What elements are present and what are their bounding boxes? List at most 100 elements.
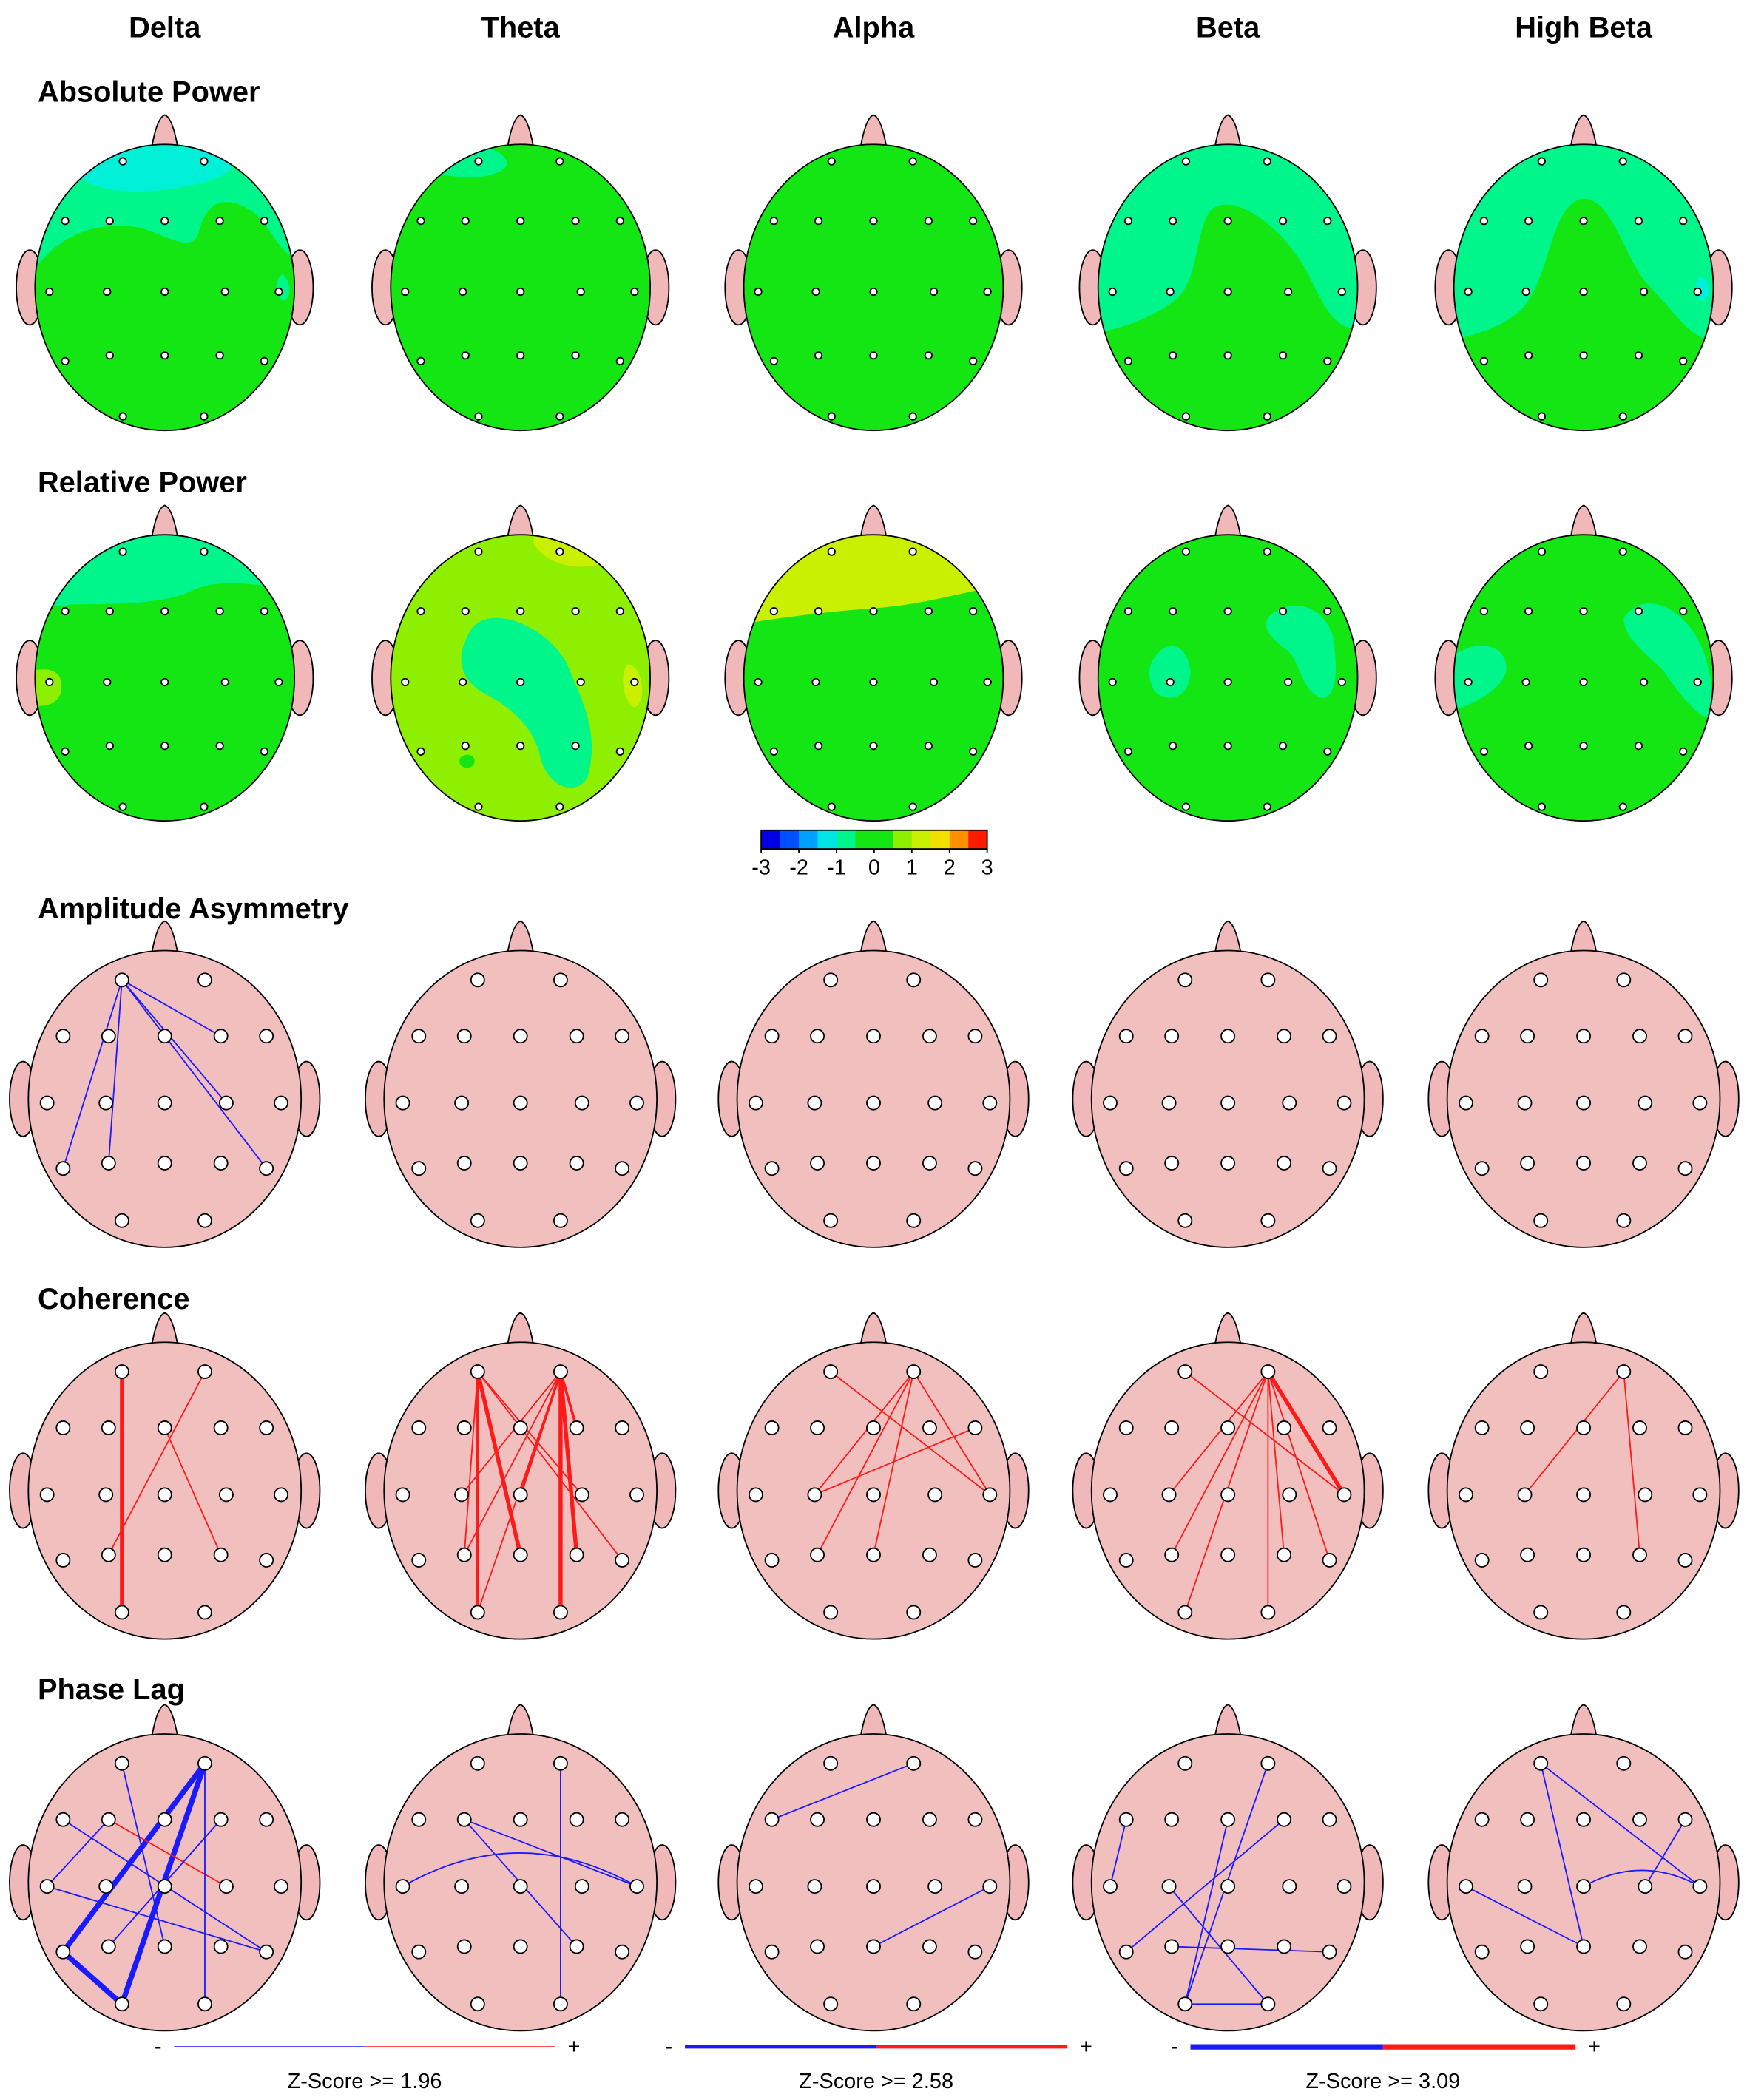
electrode: [197, 1213, 212, 1228]
colorbar-segment: [893, 830, 913, 850]
row-title: Relative Power: [38, 466, 247, 498]
electrode: [1177, 1605, 1193, 1620]
connection: [47, 1886, 267, 1953]
electrode: [908, 157, 917, 166]
electrode: [764, 1812, 780, 1827]
legend-minus: -: [155, 2035, 162, 2059]
electrode: [764, 1553, 780, 1568]
head-outline: [1090, 949, 1365, 1248]
electrode: [569, 1029, 584, 1044]
electrode: [197, 1996, 212, 2012]
connection: [477, 1371, 623, 1561]
electrode: [807, 1879, 822, 1894]
electrode: [1169, 742, 1177, 751]
electrode: [1164, 1547, 1180, 1562]
electrode: [1181, 412, 1191, 421]
colorbar-tick-label: 2: [944, 856, 956, 879]
electrode: [416, 217, 425, 226]
electrode: [1677, 1553, 1693, 1568]
topo-patch: [1453, 646, 1507, 711]
connection: [558, 1371, 579, 1555]
nose: [1213, 1312, 1243, 1349]
connection: [108, 1818, 227, 1887]
electrode: [571, 606, 580, 616]
head-outline: [743, 534, 1004, 822]
electrode: [569, 1156, 584, 1171]
electrode: [866, 1095, 881, 1111]
electrode: [1181, 157, 1191, 166]
electrode: [39, 1879, 55, 1894]
electrode: [1459, 1487, 1473, 1503]
electrode: [456, 1812, 472, 1827]
electrode: [1479, 356, 1489, 365]
electrode: [764, 1029, 780, 1044]
topo-patch: [35, 669, 62, 706]
electrode: [764, 1944, 780, 1960]
colorbar-segment: [855, 830, 875, 850]
electrode: [157, 1420, 172, 1435]
electrode: [101, 1029, 116, 1044]
electrode: [1337, 1879, 1352, 1894]
electrode: [866, 1939, 881, 1954]
electrode: [869, 606, 878, 616]
electrode: [395, 1487, 410, 1503]
electrode: [969, 356, 978, 365]
electrode: [160, 217, 169, 226]
electrode: [924, 742, 933, 751]
electrode: [1220, 1487, 1236, 1503]
electrode: [1677, 1812, 1693, 1827]
electrode: [1632, 1156, 1647, 1171]
electrode: [571, 351, 580, 360]
electrode: [927, 1095, 943, 1111]
head-outline: [1453, 143, 1714, 432]
electrode: [1161, 1879, 1177, 1894]
connection: [1126, 1819, 1285, 1953]
electrode: [1634, 217, 1643, 226]
head-map: [1427, 920, 1740, 1248]
colorbar-segment: [930, 830, 950, 850]
electrode: [811, 677, 820, 687]
legend-plus: +: [1588, 2035, 1601, 2059]
connection: [814, 1427, 976, 1496]
electrode: [823, 1605, 839, 1620]
electrode: [1520, 1812, 1535, 1827]
electrode: [1679, 606, 1688, 616]
electrode: [1638, 1095, 1653, 1111]
electrode: [1220, 1879, 1236, 1894]
connection: [1540, 1763, 1584, 1947]
head-map: [371, 114, 670, 432]
head-outline: [1446, 1733, 1721, 2032]
connection: [121, 979, 227, 1104]
electrode: [98, 1095, 114, 1111]
head-map: [717, 1312, 1030, 1640]
electrode: [259, 1553, 274, 1568]
electrode: [827, 802, 836, 811]
electrode: [823, 1996, 839, 2012]
connection: [163, 1427, 222, 1556]
electrode: [823, 972, 839, 988]
electrode: [200, 802, 209, 811]
electrode: [411, 1029, 427, 1044]
electrode: [513, 1812, 528, 1827]
topo-patch: [1453, 144, 1714, 342]
electrode: [553, 1996, 568, 2012]
electrode: [274, 677, 283, 687]
electrode: [411, 1161, 427, 1176]
electrode: [924, 217, 933, 226]
electrode: [922, 1420, 937, 1435]
electrode: [218, 1879, 234, 1894]
electrode: [814, 742, 823, 751]
head-map: [16, 504, 314, 822]
legend-plus: +: [1080, 2035, 1092, 2059]
electrode: [1277, 1420, 1292, 1435]
electrode: [967, 1420, 983, 1435]
electrode: [105, 606, 114, 616]
head-map: [371, 504, 670, 822]
electrode: [1618, 802, 1627, 811]
electrode: [401, 677, 410, 687]
electrode: [1459, 1095, 1473, 1111]
electrode: [103, 287, 112, 297]
electrode: [1282, 1095, 1297, 1111]
electrode: [807, 1095, 822, 1111]
